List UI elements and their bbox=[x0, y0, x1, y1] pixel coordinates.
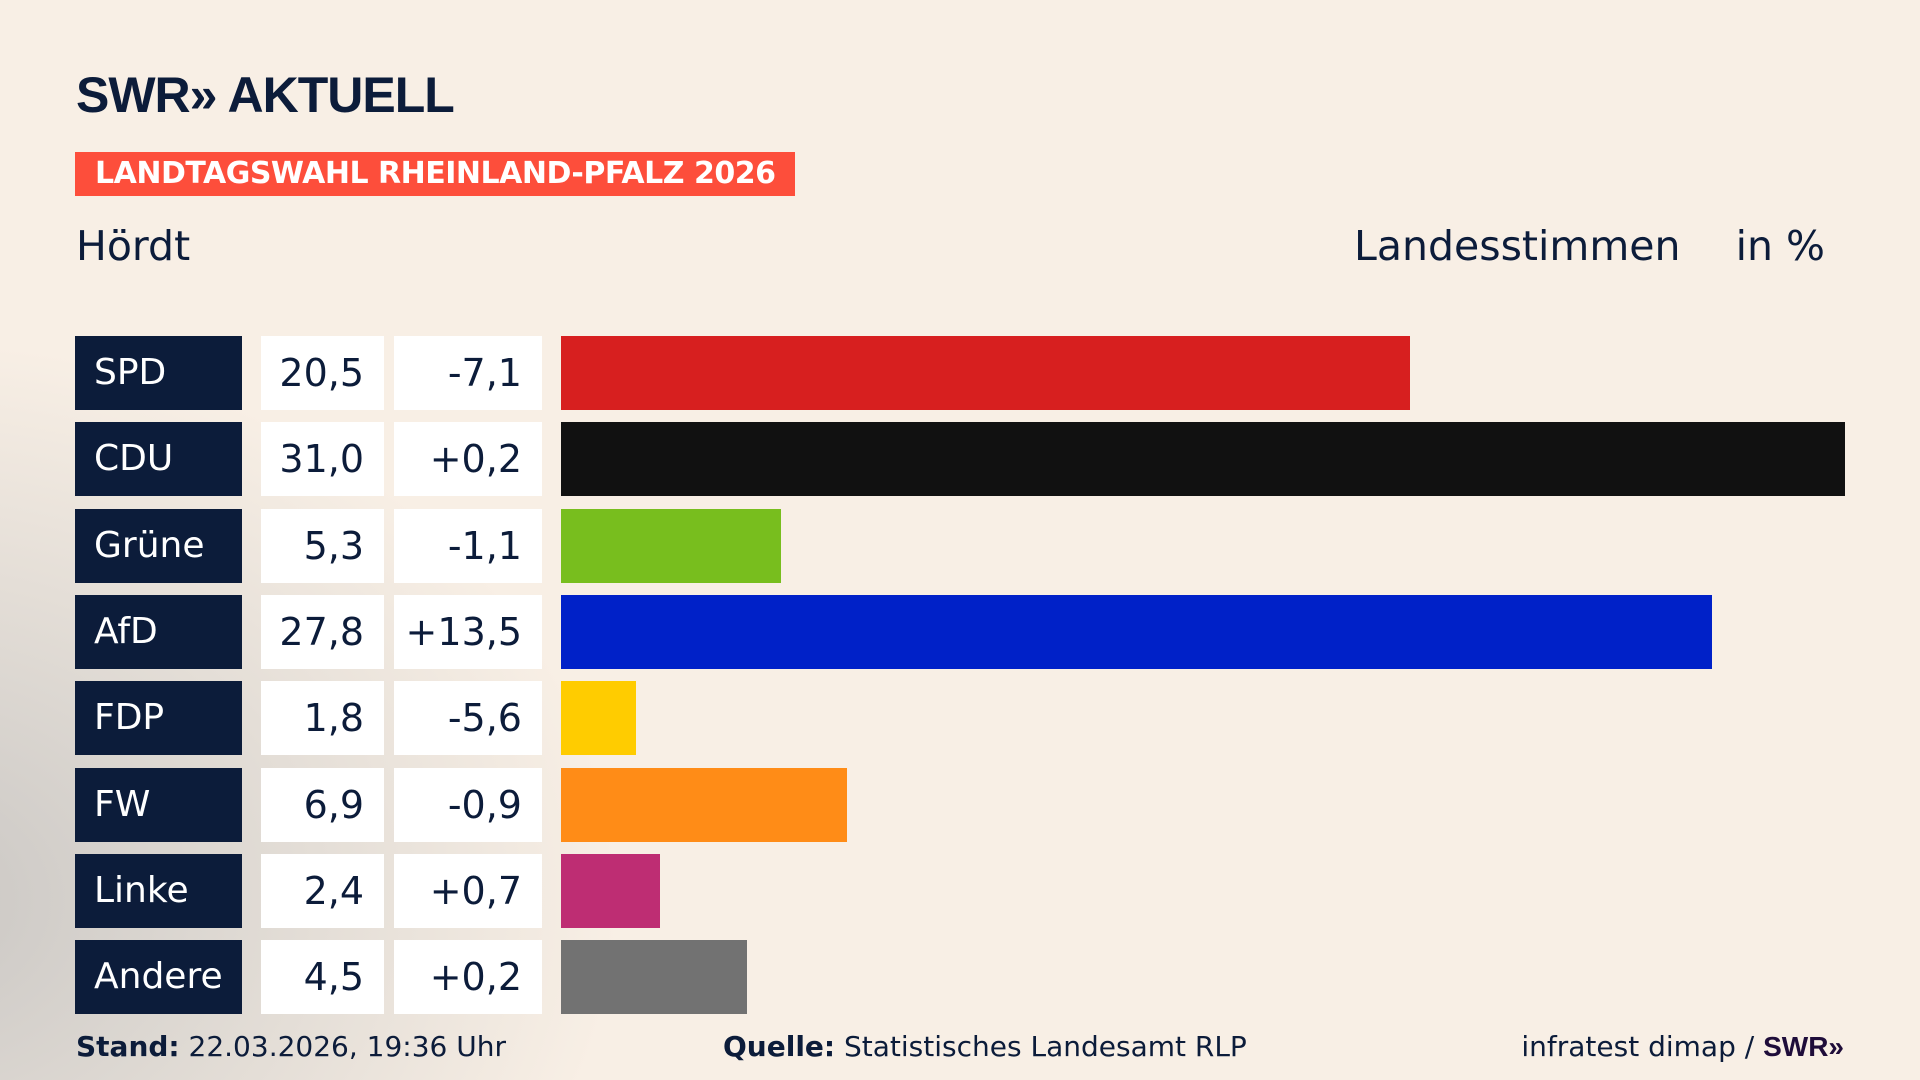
row-fdp: FDP 1,8 -5,6 bbox=[0, 681, 1920, 756]
value-label: 5,3 bbox=[261, 508, 384, 583]
source-value: Statistisches Landesamt RLP bbox=[844, 1030, 1247, 1063]
change-label: -1,1 bbox=[394, 508, 542, 583]
party-label: Grüne bbox=[75, 508, 242, 583]
bar-fw bbox=[561, 767, 847, 842]
credit: infratest dimap / SWR» bbox=[1521, 1030, 1844, 1063]
stand-label: Stand: bbox=[76, 1030, 180, 1063]
change-label: -7,1 bbox=[394, 336, 542, 410]
party-label: CDU bbox=[75, 422, 242, 497]
change-label: +13,5 bbox=[394, 594, 542, 669]
value-label: 1,8 bbox=[261, 681, 384, 756]
row-grüne: Grüne 5,3 -1,1 bbox=[0, 508, 1920, 583]
credit-text: infratest dimap / bbox=[1521, 1030, 1764, 1063]
value-label: 27,8 bbox=[261, 594, 384, 669]
timestamp: Stand: 22.03.2026, 19:36 Uhr bbox=[76, 1030, 506, 1063]
change-label: +0,7 bbox=[394, 853, 542, 928]
election-banner: LANDTAGSWAHL RHEINLAND-PFALZ 2026 bbox=[75, 152, 796, 196]
bar-andere bbox=[561, 940, 748, 1015]
measure-label: Landesstimmen bbox=[1354, 222, 1681, 270]
place-title: Hördt bbox=[76, 222, 191, 270]
swr-aktuell-logo: SWR» AKTUELL bbox=[76, 67, 455, 123]
party-label: Linke bbox=[75, 853, 242, 928]
row-fw: FW 6,9 -0,9 bbox=[0, 767, 1920, 842]
source: Quelle: Statistisches Landesamt RLP bbox=[723, 1030, 1247, 1063]
row-andere: Andere 4,5 +0,2 bbox=[0, 940, 1920, 1015]
bar-cdu bbox=[561, 422, 1845, 497]
bar-grüne bbox=[561, 508, 781, 583]
bar-spd bbox=[561, 336, 1411, 410]
value-label: 20,5 bbox=[261, 336, 384, 410]
unit-label: in % bbox=[1735, 222, 1825, 270]
bar-afd bbox=[561, 594, 1713, 669]
party-label: SPD bbox=[75, 336, 242, 410]
party-label: FW bbox=[75, 767, 242, 842]
swr-logo: SWR» bbox=[1763, 1031, 1844, 1062]
change-label: -5,6 bbox=[394, 681, 542, 756]
row-cdu: CDU 31,0 +0,2 bbox=[0, 422, 1920, 497]
value-label: 6,9 bbox=[261, 767, 384, 842]
value-label: 4,5 bbox=[261, 940, 384, 1015]
source-label: Quelle: bbox=[723, 1030, 836, 1063]
party-label: AfD bbox=[75, 594, 242, 669]
change-label: -0,9 bbox=[394, 767, 542, 842]
row-linke: Linke 2,4 +0,7 bbox=[0, 853, 1920, 928]
bar-fdp bbox=[561, 681, 636, 756]
change-label: +0,2 bbox=[394, 422, 542, 497]
party-label: FDP bbox=[75, 681, 242, 756]
change-label: +0,2 bbox=[394, 940, 542, 1015]
row-spd: SPD 20,5 -7,1 bbox=[0, 336, 1920, 410]
stand-value: 22.03.2026, 19:36 Uhr bbox=[188, 1030, 506, 1063]
value-label: 31,0 bbox=[261, 422, 384, 497]
value-label: 2,4 bbox=[261, 853, 384, 928]
bar-linke bbox=[561, 853, 661, 928]
row-afd: AfD 27,8 +13,5 bbox=[0, 594, 1920, 669]
party-label: Andere bbox=[75, 940, 242, 1015]
